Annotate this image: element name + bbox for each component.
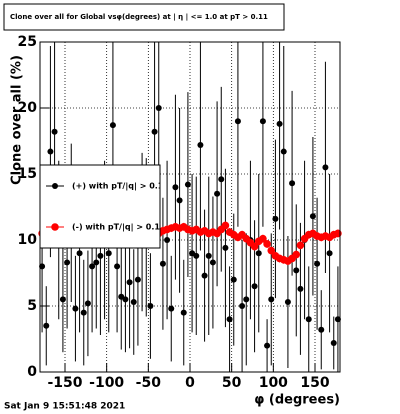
data-point (205, 252, 212, 259)
data-point (284, 299, 291, 306)
data-point (259, 118, 266, 125)
data-point (164, 237, 171, 243)
data-point (314, 260, 321, 267)
x-axis-label: φ (degrees) (254, 393, 340, 408)
data-point (180, 309, 187, 316)
x-tick-label: -50 (136, 375, 162, 391)
data-point (268, 296, 275, 303)
data-point (105, 250, 112, 257)
data-point (326, 250, 333, 257)
data-point (305, 316, 312, 323)
data-point (250, 242, 259, 251)
data-point (234, 118, 241, 125)
data-point (297, 285, 304, 292)
data-point (134, 276, 141, 283)
data-point (59, 296, 66, 303)
x-tick-label: -100 (89, 375, 124, 391)
data-point (84, 300, 91, 307)
y-tick-label: 5 (27, 298, 37, 314)
footer-date: Sat Jan 9 15:51:48 2021 (4, 402, 125, 412)
x-tick-label: -150 (47, 375, 82, 391)
data-point (114, 263, 121, 270)
x-tick-label: 100 (259, 375, 288, 391)
data-point (289, 180, 296, 187)
legend-label: (-) with pT/|q| > 0.11 (72, 223, 166, 232)
data-point (334, 316, 341, 323)
data-point (292, 250, 301, 259)
data-point (109, 122, 116, 129)
data-point (51, 128, 58, 135)
y-tick-label: 10 (18, 232, 38, 248)
data-point (239, 303, 246, 309)
y-tick-label: 0 (27, 364, 37, 380)
data-point (172, 184, 179, 191)
legend-swatch (52, 183, 58, 189)
data-point (280, 148, 287, 155)
data-point (43, 322, 50, 329)
data-point (159, 260, 166, 267)
data-point (263, 240, 271, 248)
data-point (72, 305, 79, 312)
data-point (293, 267, 300, 274)
data-point (267, 246, 276, 255)
legend-swatch (51, 223, 59, 231)
data-point (47, 148, 54, 155)
data-point (39, 263, 46, 270)
data-point (330, 339, 337, 346)
data-point (76, 250, 83, 257)
data-point (255, 250, 262, 257)
data-point (221, 221, 230, 230)
x-tick-label: 150 (300, 375, 329, 391)
data-point (184, 181, 191, 188)
data-point (296, 241, 305, 250)
data-point (251, 283, 258, 290)
y-tick-label: 20 (18, 100, 38, 116)
data-point (334, 229, 342, 238)
data-point (264, 342, 271, 349)
data-point (197, 141, 204, 148)
data-point (97, 252, 104, 259)
y-tick-label: 25 (18, 34, 37, 50)
chart-title: Clone over all for Global vsφ(degrees) a… (10, 13, 268, 22)
data-point (151, 128, 158, 135)
data-point (243, 296, 250, 303)
data-point (193, 252, 200, 259)
x-tick-label: 50 (222, 375, 242, 391)
data-point (126, 279, 133, 286)
data-point (218, 176, 225, 183)
data-point (122, 296, 129, 303)
data-point (155, 105, 162, 111)
legend-box (39, 164, 161, 249)
data-point (322, 164, 329, 171)
data-point (318, 326, 325, 333)
data-point (276, 120, 283, 127)
data-point (230, 276, 237, 283)
data-point (80, 309, 87, 316)
x-tick-label: 0 (185, 375, 195, 391)
y-tick-label: 15 (18, 166, 37, 182)
data-point (201, 272, 208, 279)
data-point (222, 244, 229, 251)
data-point (272, 215, 279, 222)
data-point (130, 299, 137, 306)
data-point (226, 316, 233, 323)
data-point (168, 305, 175, 312)
data-point (176, 197, 183, 204)
data-point (259, 234, 267, 243)
data-point (147, 303, 154, 309)
data-point (89, 263, 96, 270)
data-point (214, 190, 221, 197)
data-point (64, 259, 71, 266)
data-point (209, 259, 216, 266)
y-axis-label: Clone over all (%) (10, 55, 25, 185)
title-box (3, 3, 285, 31)
data-point (93, 259, 100, 266)
legend-label: (+) with pT/|q| > 0.11 (72, 182, 169, 191)
data-point (309, 213, 316, 220)
